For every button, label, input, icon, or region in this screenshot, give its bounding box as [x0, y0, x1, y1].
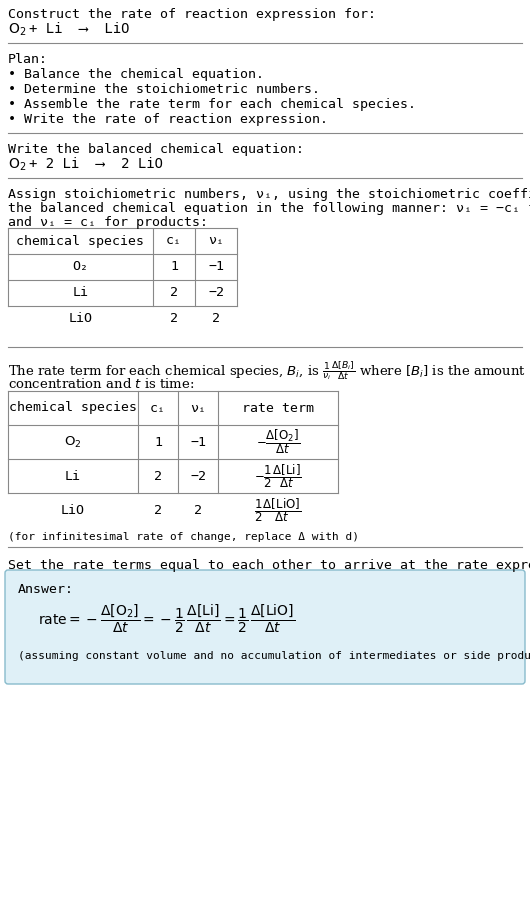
Text: $-\dfrac{\Delta[\mathrm{O_2}]}{\Delta t}$: $-\dfrac{\Delta[\mathrm{O_2}]}{\Delta t}…: [256, 428, 300, 457]
Text: −2: −2: [190, 469, 206, 483]
Text: νᵢ: νᵢ: [208, 235, 224, 247]
Text: $\dfrac{1}{2}\dfrac{\Delta[\mathrm{LiO}]}{\Delta t}$: $\dfrac{1}{2}\dfrac{\Delta[\mathrm{LiO}]…: [254, 496, 302, 524]
Text: 2: 2: [212, 313, 220, 325]
Text: −1: −1: [208, 261, 224, 274]
Text: LiO: LiO: [61, 504, 85, 516]
Text: $\mathrm{O_2}$: $\mathrm{O_2}$: [64, 435, 82, 449]
Text: • Determine the stoichiometric numbers.: • Determine the stoichiometric numbers.: [8, 83, 320, 96]
Text: $\mathrm{O_2}$: $\mathrm{O_2}$: [8, 22, 26, 38]
Text: cᵢ: cᵢ: [166, 235, 182, 247]
Text: $\mathrm{rate} = -\dfrac{\Delta[\mathrm{O_2}]}{\Delta t} = -\dfrac{1}{2}\,\dfrac: $\mathrm{rate} = -\dfrac{\Delta[\mathrm{…: [38, 603, 295, 635]
Text: 2: 2: [170, 313, 178, 325]
Text: νᵢ: νᵢ: [190, 401, 206, 415]
Text: $\mathrm{O_2}$: $\mathrm{O_2}$: [8, 157, 26, 173]
Text: rate term: rate term: [242, 401, 314, 415]
Text: concentration and $t$ is time:: concentration and $t$ is time:: [8, 377, 195, 391]
Text: (for infinitesimal rate of change, replace Δ with d): (for infinitesimal rate of change, repla…: [8, 532, 359, 542]
Text: 2: 2: [194, 504, 202, 516]
Text: Li: Li: [65, 469, 81, 483]
Text: 2: 2: [154, 504, 162, 516]
Text: O₂: O₂: [73, 261, 89, 274]
Text: 2: 2: [170, 286, 178, 300]
Text: Set the rate terms equal to each other to arrive at the rate expression:: Set the rate terms equal to each other t…: [8, 559, 530, 572]
Text: 1: 1: [170, 261, 178, 274]
Text: + Li  ⟶  LiO: + Li ⟶ LiO: [29, 22, 129, 36]
Text: chemical species: chemical species: [16, 235, 145, 247]
Text: LiO: LiO: [68, 313, 93, 325]
Text: Answer:: Answer:: [18, 583, 74, 596]
Text: Assign stoichiometric numbers, νᵢ, using the stoichiometric coefficients, cᵢ, fr: Assign stoichiometric numbers, νᵢ, using…: [8, 188, 530, 201]
Text: • Write the rate of reaction expression.: • Write the rate of reaction expression.: [8, 113, 328, 126]
Text: chemical species: chemical species: [9, 401, 137, 415]
Text: and νᵢ = cᵢ for products:: and νᵢ = cᵢ for products:: [8, 216, 208, 229]
Text: −2: −2: [208, 286, 224, 300]
Text: + 2 Li  ⟶  2 LiO: + 2 Li ⟶ 2 LiO: [29, 157, 163, 171]
Text: Li: Li: [73, 286, 89, 300]
Text: (assuming constant volume and no accumulation of intermediates or side products): (assuming constant volume and no accumul…: [18, 651, 530, 661]
Text: Write the balanced chemical equation:: Write the balanced chemical equation:: [8, 143, 304, 156]
Text: • Balance the chemical equation.: • Balance the chemical equation.: [8, 68, 264, 81]
Text: −1: −1: [190, 436, 206, 448]
Text: cᵢ: cᵢ: [150, 401, 166, 415]
Text: the balanced chemical equation in the following manner: νᵢ = −cᵢ for reactants: the balanced chemical equation in the fo…: [8, 202, 530, 215]
Text: $-\dfrac{1}{2}\dfrac{\Delta[\mathrm{Li}]}{\Delta t}$: $-\dfrac{1}{2}\dfrac{\Delta[\mathrm{Li}]…: [254, 462, 302, 490]
Text: 1: 1: [154, 436, 162, 448]
Text: Plan:: Plan:: [8, 53, 48, 66]
Text: 2: 2: [154, 469, 162, 483]
FancyBboxPatch shape: [5, 570, 525, 684]
Text: • Assemble the rate term for each chemical species.: • Assemble the rate term for each chemic…: [8, 98, 416, 111]
Text: Construct the rate of reaction expression for:: Construct the rate of reaction expressio…: [8, 8, 376, 21]
Text: The rate term for each chemical species, $B_i$, is $\frac{1}{\nu_i}\frac{\Delta[: The rate term for each chemical species,…: [8, 359, 526, 382]
